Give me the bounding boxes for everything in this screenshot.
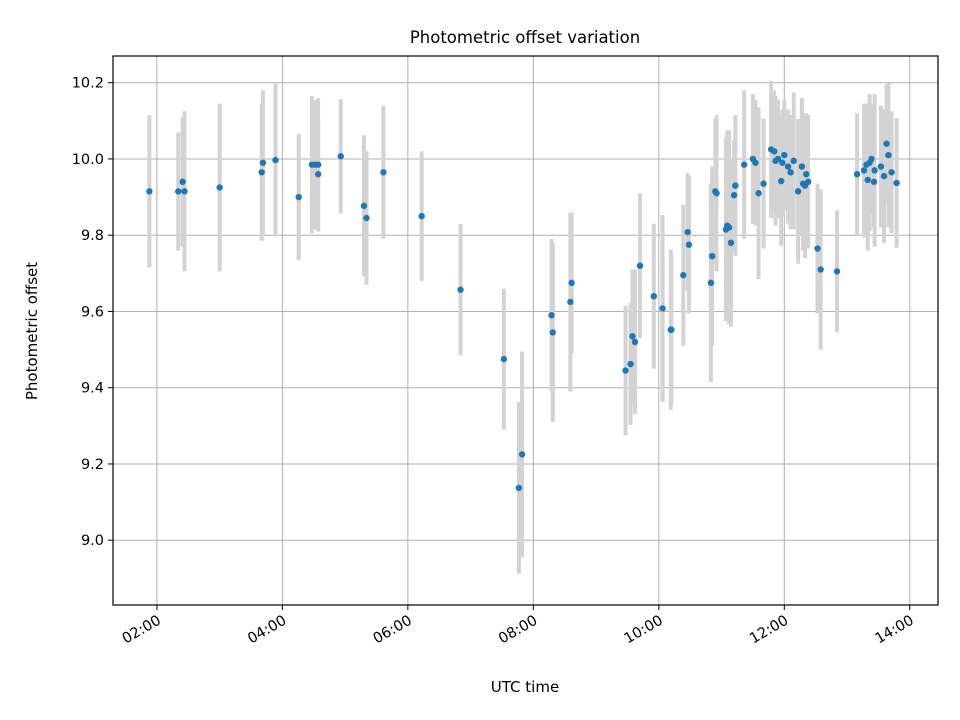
data-point xyxy=(548,312,555,319)
data-point xyxy=(853,170,861,178)
data-point xyxy=(871,167,878,174)
y-tick-label: 9.4 xyxy=(81,381,104,397)
data-point xyxy=(418,212,425,220)
data-point xyxy=(179,178,186,186)
data-point xyxy=(777,177,785,185)
data-point xyxy=(779,159,786,166)
data-point xyxy=(794,188,802,195)
data-point xyxy=(833,268,841,275)
data-point xyxy=(181,188,188,195)
data-point xyxy=(457,286,464,293)
data-point xyxy=(755,190,762,197)
data-point xyxy=(650,292,657,300)
data-point xyxy=(568,279,575,287)
data-point xyxy=(567,298,574,306)
data-point xyxy=(363,214,370,222)
data-point xyxy=(259,159,267,166)
y-axis-label: Photometric offset xyxy=(23,262,41,400)
data-point xyxy=(515,484,523,492)
data-point xyxy=(868,155,875,163)
data-point xyxy=(518,451,526,458)
data-point xyxy=(314,161,322,168)
data-point xyxy=(629,333,636,340)
data-point xyxy=(295,193,302,201)
data-point xyxy=(790,157,797,165)
data-point xyxy=(864,176,871,184)
data-point xyxy=(668,326,675,333)
data-point xyxy=(877,163,885,170)
data-point xyxy=(680,272,687,279)
data-point xyxy=(760,180,767,187)
data-point xyxy=(774,155,782,163)
data-point xyxy=(804,178,812,186)
data-point xyxy=(659,305,666,312)
y-axis-ticks: 9.0 9.2 9.4 9.6 9.8 10.0 10.2 xyxy=(72,76,113,549)
data-point xyxy=(631,338,639,346)
data-point xyxy=(781,151,788,159)
data-point xyxy=(752,159,759,166)
y-tick-label: 10.0 xyxy=(72,152,104,168)
y-tick-label: 10.2 xyxy=(72,76,104,92)
data-point xyxy=(360,202,368,210)
data-point xyxy=(175,188,182,195)
data-point xyxy=(500,355,508,363)
data-point xyxy=(883,140,890,147)
x-axis-label: UTC time xyxy=(491,678,559,696)
data-point xyxy=(337,153,344,160)
y-tick-label: 9.2 xyxy=(81,457,104,473)
data-point xyxy=(888,169,895,176)
data-point xyxy=(707,279,715,287)
data-point xyxy=(727,239,735,247)
data-point xyxy=(803,170,810,178)
y-tick-label: 9.6 xyxy=(81,304,104,320)
data-point xyxy=(732,182,739,189)
data-point xyxy=(814,245,821,252)
y-tick-label: 9.0 xyxy=(81,533,104,549)
data-point xyxy=(817,266,824,273)
data-point xyxy=(380,169,387,176)
data-point xyxy=(730,191,738,199)
data-point xyxy=(740,161,748,168)
data-point xyxy=(893,179,900,187)
data-point xyxy=(627,360,634,368)
data-point xyxy=(272,156,279,164)
data-point xyxy=(622,367,629,374)
data-point xyxy=(880,172,888,180)
data-point xyxy=(258,169,265,176)
data-point xyxy=(784,163,792,170)
data-point xyxy=(771,148,778,155)
data-point xyxy=(860,167,868,174)
data-point xyxy=(708,252,716,260)
data-point xyxy=(885,151,892,159)
data-point xyxy=(725,224,733,231)
data-point xyxy=(636,262,644,269)
data-point xyxy=(685,241,693,248)
data-point xyxy=(684,228,691,236)
data-point xyxy=(216,184,223,191)
chart-title: Photometric offset variation xyxy=(410,28,640,47)
y-tick-label: 9.8 xyxy=(81,228,104,244)
data-points xyxy=(146,140,900,492)
data-point xyxy=(870,178,878,186)
plot-frame xyxy=(112,55,939,606)
data-point xyxy=(787,169,794,176)
data-point xyxy=(798,163,806,170)
data-point xyxy=(314,170,322,178)
data-point xyxy=(146,188,153,195)
data-point xyxy=(713,190,720,197)
data-point xyxy=(549,329,556,336)
